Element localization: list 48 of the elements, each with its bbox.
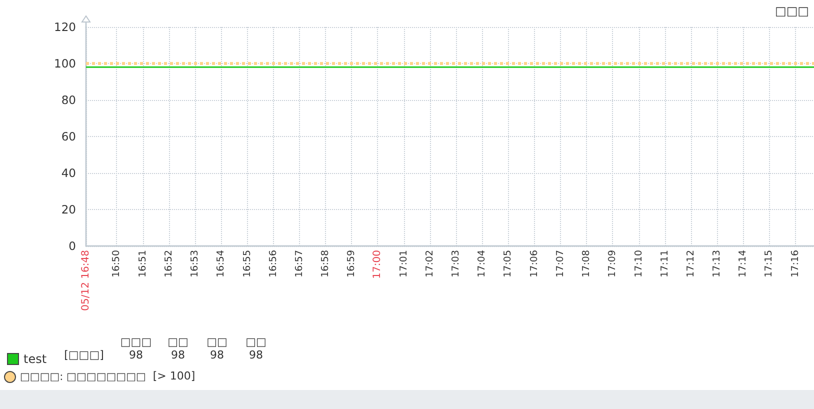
x-tick-label: 16:55 (242, 250, 253, 278)
x-tick-label: 17:12 (685, 250, 696, 278)
x-tick-label: 17:02 (424, 250, 436, 278)
y-tick-label: 100 (54, 56, 76, 70)
legend-label: □□□□: □□□□□□□□ (20, 370, 146, 382)
text: [□□□] (64, 348, 104, 362)
x-tick-label: 16:50 (111, 250, 122, 278)
x-tick-label: 17:05 (502, 250, 514, 278)
x-tick-label: 17:03 (450, 250, 462, 278)
text: □□□ (120, 336, 152, 348)
text: 98 (210, 348, 224, 362)
x-tick-label: 17:08 (580, 250, 592, 278)
x-tick-label: 05/12 16:48 (80, 250, 92, 311)
y-tick-label: 0 (68, 239, 76, 253)
text: [> 100] (152, 370, 196, 382)
x-tick-label: 16:54 (216, 250, 227, 278)
x-tick-label: 17:13 (712, 250, 723, 278)
x-tick-label: 16:51 (137, 250, 148, 278)
y-tick-label: 80 (61, 93, 76, 107)
y-tick-label: 40 (61, 166, 76, 180)
x-tick-label: 17:06 (528, 250, 540, 278)
text: □□ (206, 336, 228, 348)
x-tick-label: 16:58 (320, 250, 332, 278)
text: 98 (129, 348, 143, 362)
x-tick-label: 16:52 (163, 250, 174, 278)
text: □□ (246, 336, 266, 348)
x-tick-label: 17:01 (398, 250, 410, 278)
text: □□ (168, 336, 188, 348)
text: 98 (249, 348, 263, 362)
y-tick-label: 20 (61, 202, 76, 216)
x-tick-label: 17:04 (476, 250, 488, 278)
x-tick-label: 16:56 (268, 250, 279, 278)
x-tick-label: 17:15 (764, 250, 775, 278)
text: 98 (171, 348, 185, 362)
y-tick-label: 120 (54, 20, 76, 34)
chart-title: □□□ (774, 4, 809, 18)
x-tick-label: 16:59 (346, 250, 358, 278)
x-tick-label: 17:16 (790, 250, 801, 278)
x-tick-label: 17:10 (633, 250, 644, 278)
x-tick-label: 17:11 (659, 250, 670, 278)
x-tick-label: 16:53 (189, 250, 200, 278)
legend-label: test (24, 352, 47, 366)
x-tick-label: 17:14 (738, 250, 749, 278)
x-tick-label: 17:07 (554, 250, 566, 278)
x-tick-label: 17:00 (372, 250, 384, 279)
x-tick-label: 16:57 (294, 250, 305, 278)
x-tick-label: 17:09 (607, 250, 618, 278)
y-tick-label: 60 (61, 130, 76, 144)
